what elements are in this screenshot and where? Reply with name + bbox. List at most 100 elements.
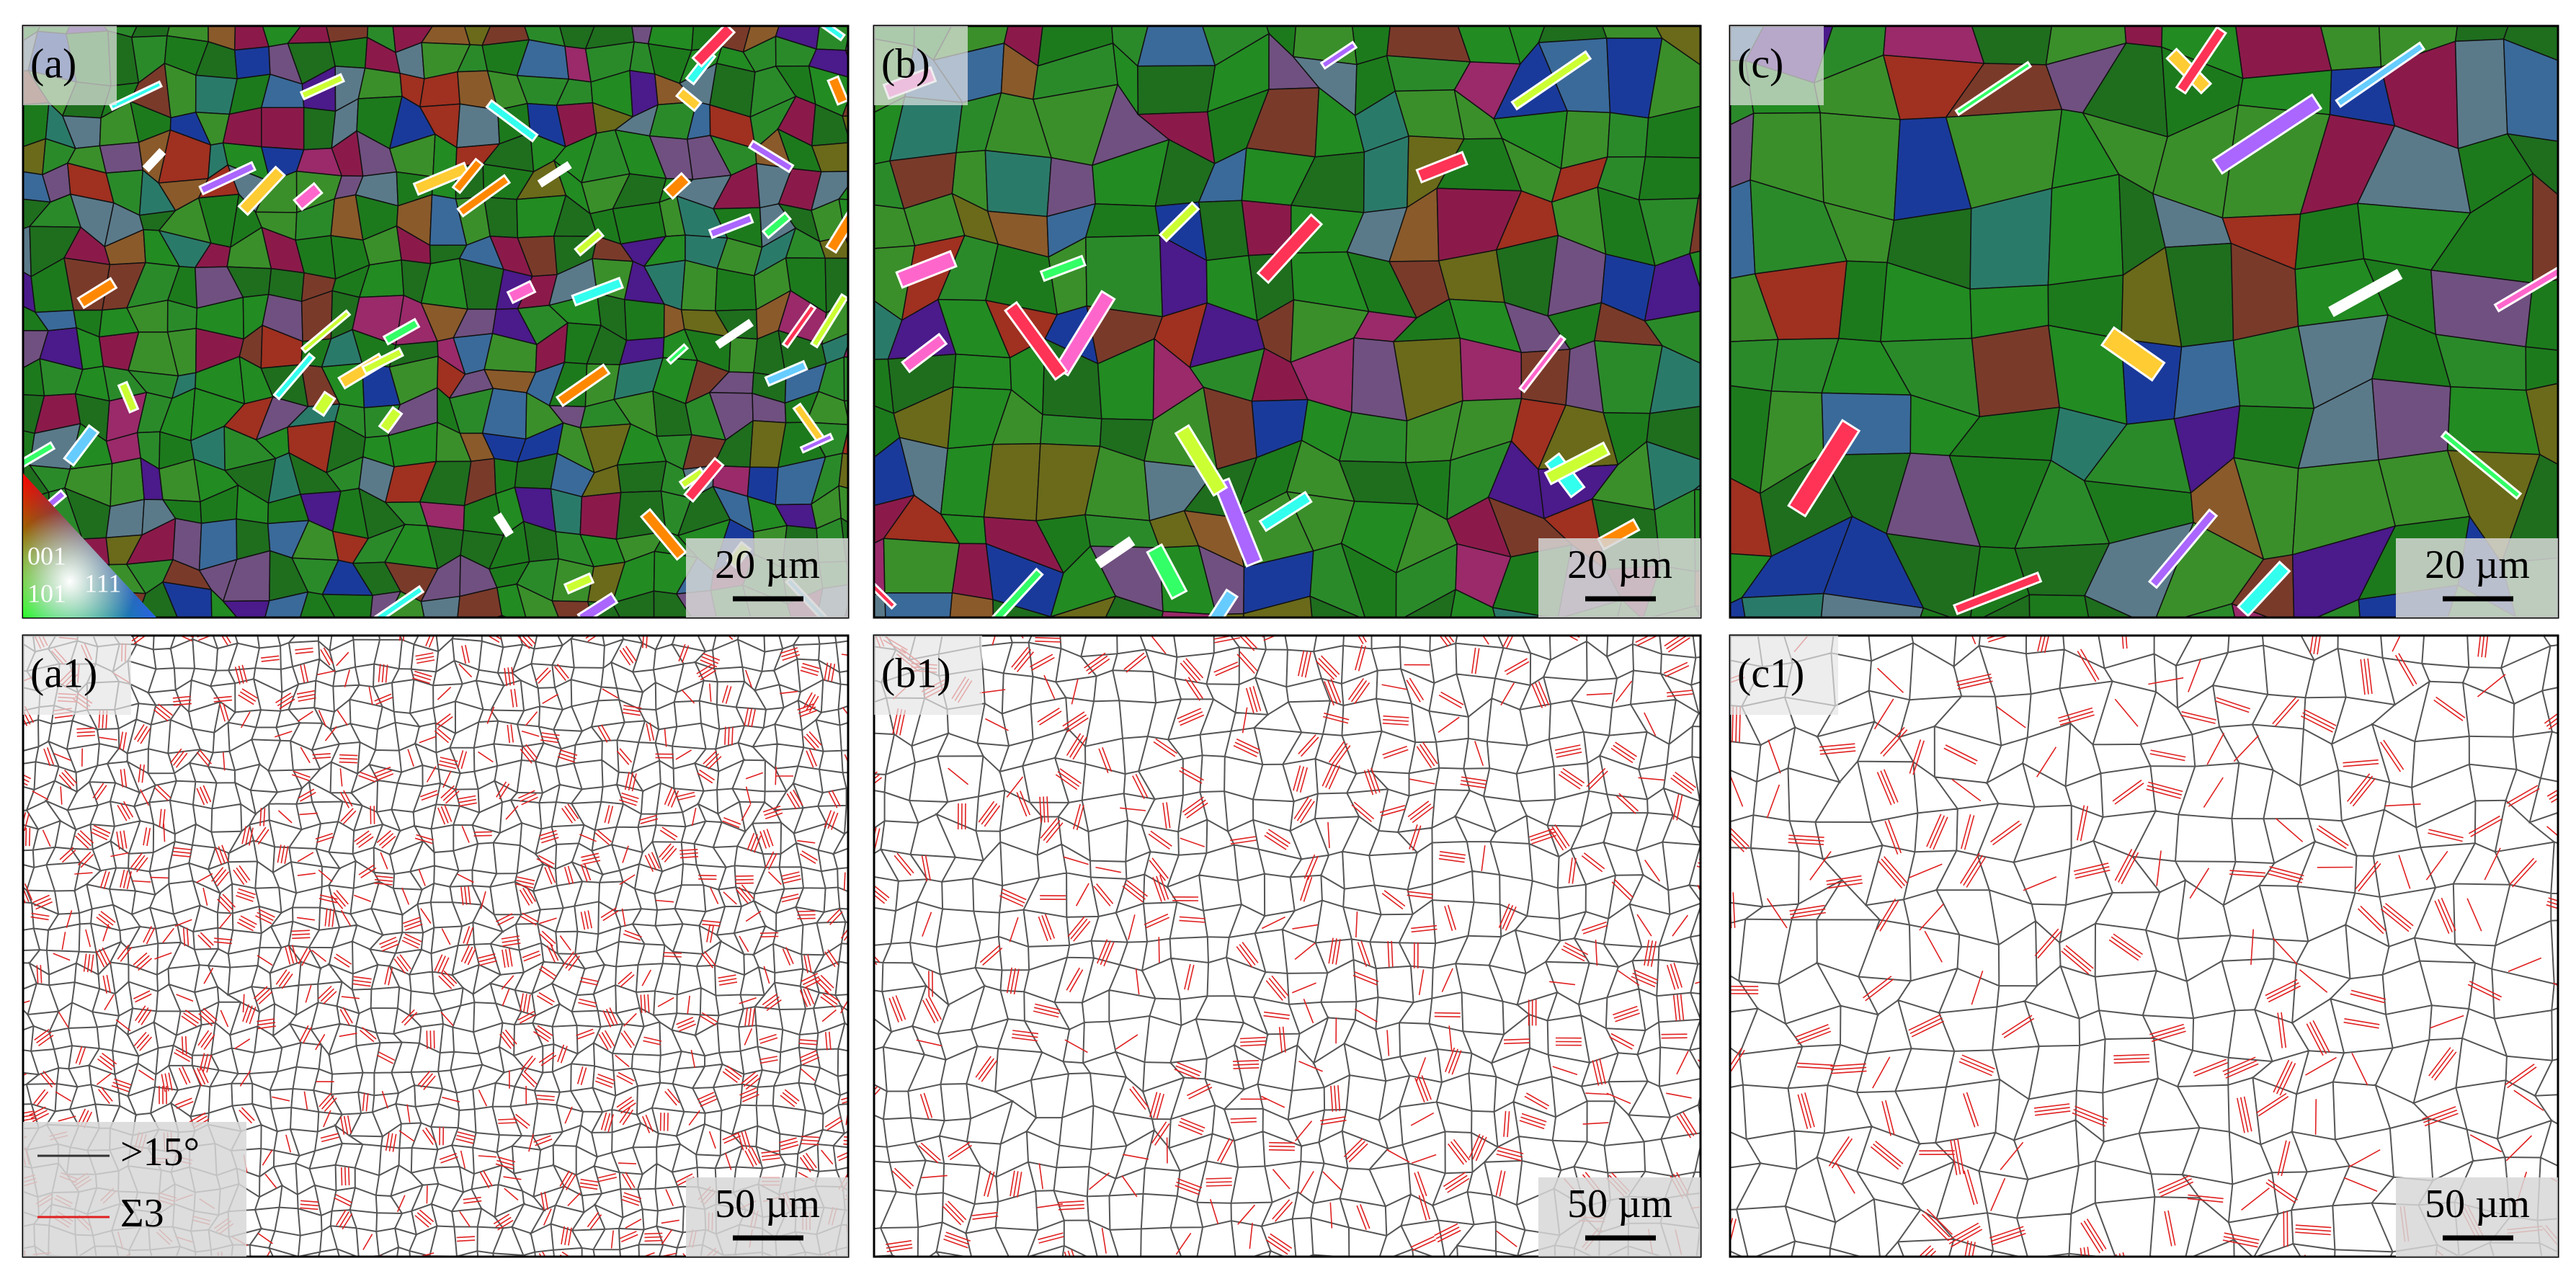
grain (1050, 595, 1117, 618)
grain (2294, 202, 2365, 270)
twin (1954, 61, 2033, 117)
twin (1174, 424, 1229, 497)
grain (2506, 133, 2558, 196)
grain (1084, 203, 1161, 239)
twin (293, 182, 324, 211)
grain (550, 488, 583, 535)
twin (639, 507, 687, 561)
grain (1655, 26, 1701, 66)
scale-box (2396, 538, 2558, 618)
grain (1885, 532, 1982, 618)
grain (838, 485, 848, 523)
twin (571, 277, 625, 307)
twin (895, 249, 958, 289)
grain (838, 453, 848, 489)
twin (506, 280, 537, 305)
label-box (23, 636, 131, 715)
grain (1644, 310, 1701, 365)
grain (483, 196, 519, 239)
grain (1136, 26, 1216, 67)
grain (1601, 26, 1663, 39)
scale-bar-label: 50 µm (715, 1182, 820, 1226)
grain (1243, 595, 1313, 618)
twin (2328, 269, 2403, 317)
panel-frame (873, 634, 1702, 1258)
twin (747, 139, 795, 174)
twin (373, 584, 425, 618)
twin (2440, 430, 2523, 500)
panel-frame (22, 24, 850, 619)
twin (382, 318, 421, 346)
label-box (874, 636, 982, 715)
twin (824, 202, 848, 254)
twin (1039, 254, 1087, 282)
grain (321, 594, 374, 618)
grain (1309, 543, 1366, 618)
grain (2315, 598, 2361, 618)
grain (1644, 105, 1701, 159)
twin (117, 380, 140, 414)
legend-label: >15° (120, 1130, 200, 1175)
grain (2525, 346, 2558, 391)
grain (837, 185, 848, 200)
twin (1095, 536, 1136, 569)
grain (2525, 279, 2558, 351)
micrograph (874, 26, 1701, 618)
twin (781, 303, 817, 349)
panel-label: (b) (881, 40, 930, 86)
grain (2084, 522, 2195, 618)
grain (1338, 411, 1408, 463)
grain (1646, 406, 1701, 460)
twin (1146, 543, 1188, 600)
twin (901, 332, 948, 374)
micrograph (1730, 26, 2558, 618)
label-box (1730, 26, 1824, 105)
grain (811, 103, 848, 147)
grain (949, 592, 994, 618)
grain (481, 26, 530, 46)
twin (412, 161, 471, 196)
grain (110, 457, 146, 507)
grain (2503, 38, 2558, 142)
twin (1952, 571, 2043, 615)
grain (1920, 607, 1953, 618)
twin (1787, 419, 1861, 518)
panel-label: (a1) (30, 649, 97, 696)
twin (76, 277, 118, 310)
twin (1004, 300, 1069, 381)
twin (2335, 41, 2426, 109)
ipf-label: 101 (27, 579, 66, 607)
twin (691, 26, 736, 68)
twin (361, 347, 405, 375)
grain (1837, 260, 1888, 342)
grain (23, 138, 47, 176)
grain (23, 357, 45, 397)
twin (555, 363, 611, 408)
grain (2124, 26, 2163, 48)
twin (485, 99, 539, 143)
grain (99, 141, 144, 174)
grain (1730, 597, 1746, 618)
grain (811, 142, 848, 173)
grain (1649, 344, 1701, 414)
scale-box (1538, 1177, 1701, 1257)
twin (764, 360, 808, 387)
scale-bar-label: 50 µm (1567, 1182, 1672, 1226)
scale-box (2396, 1177, 2558, 1257)
legend-label: Σ3 (120, 1191, 164, 1236)
grain (1040, 414, 1102, 447)
twin (2175, 26, 2227, 95)
grain (984, 149, 1052, 218)
panel: (a) 20 µm 001 101 111 (22, 24, 850, 619)
twin (708, 213, 754, 239)
panel-label: (c1) (1737, 649, 1804, 696)
grain (728, 336, 758, 373)
twin (109, 80, 164, 112)
twin (761, 211, 793, 240)
grain (264, 591, 309, 618)
grain (1689, 197, 1701, 254)
scale-bar-label: 20 µm (2425, 543, 2530, 587)
grain (2084, 594, 2134, 618)
grain (2532, 172, 2558, 284)
ipf-label: 001 (27, 541, 66, 570)
